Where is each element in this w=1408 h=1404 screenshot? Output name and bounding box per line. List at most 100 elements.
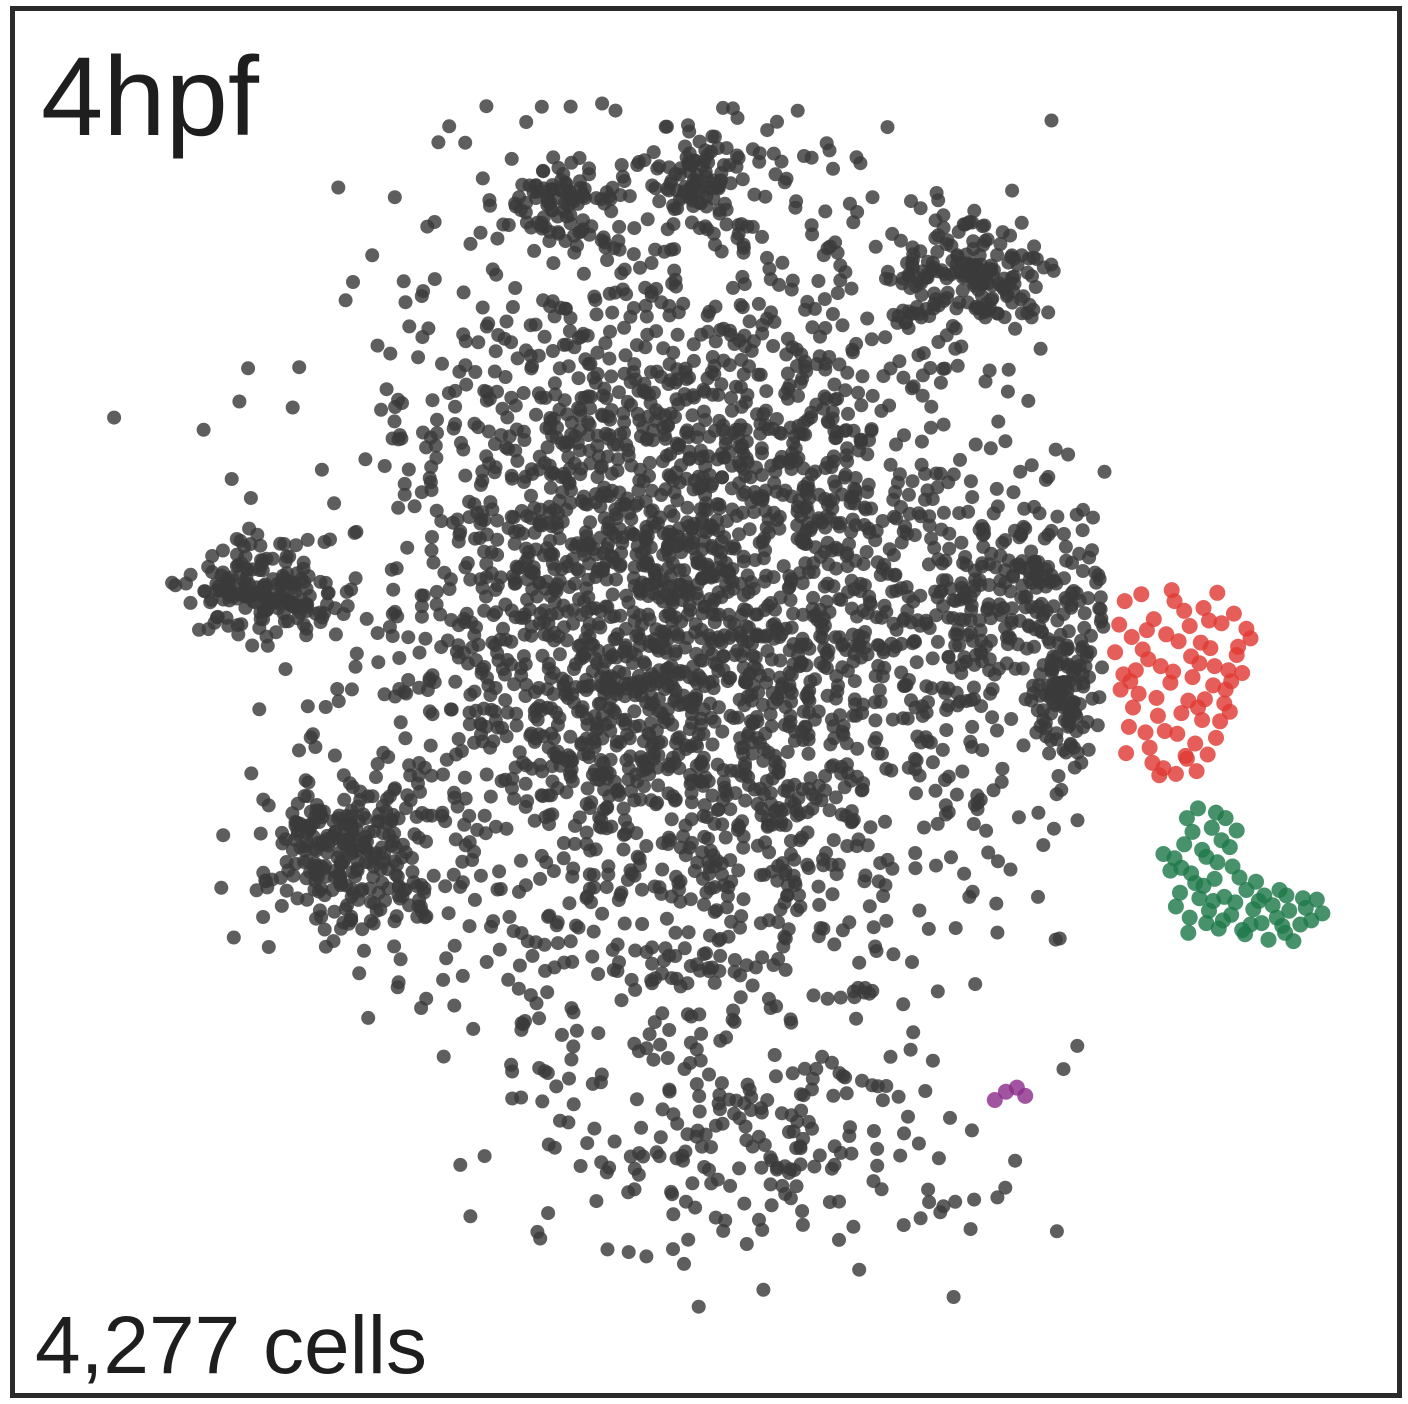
scatter-point-series-0: [699, 169, 713, 184]
scatter-point-series-0: [683, 892, 698, 907]
scatter-point-series-0: [658, 119, 673, 134]
scatter-point-series-0: [584, 601, 599, 616]
scatter-point-series-0: [952, 638, 967, 653]
scatter-point-series-0: [522, 178, 537, 193]
scatter-point-series-0: [587, 1121, 602, 1136]
scatter-point-series-0: [524, 462, 539, 477]
scatter-point-series-2: [1277, 924, 1294, 941]
scatter-point-series-0: [455, 854, 470, 869]
scatter-point-series-0: [333, 857, 348, 872]
scatter-point-series-0: [719, 578, 734, 593]
scatter-point-series-1: [1209, 584, 1226, 601]
scatter-point-series-0: [325, 883, 340, 897]
scatter-point-series-0: [827, 377, 842, 392]
scatter-point-series-0: [790, 903, 805, 918]
scatter-point-series-0: [254, 553, 268, 568]
scatter-point-series-0: [369, 770, 383, 785]
scatter-point-series-0: [704, 365, 719, 379]
scatter-point-series-0: [938, 773, 952, 787]
scatter-point-series-0: [620, 491, 635, 506]
scatter-point-series-0: [876, 369, 891, 384]
scatter-point-series-0: [763, 1150, 778, 1165]
scatter-point-series-0: [509, 718, 524, 733]
scatter-point-series-0: [451, 534, 466, 549]
scatter-point-series-0: [825, 404, 840, 419]
scatter-point-series-0: [719, 1030, 734, 1045]
scatter-point-series-0: [407, 827, 422, 842]
scatter-point-series-0: [929, 858, 943, 873]
scatter-point-series-0: [833, 1145, 848, 1160]
scatter-point-series-0: [492, 864, 507, 879]
scatter-point-series-0: [847, 674, 862, 689]
scatter-point-series-0: [639, 839, 654, 853]
scatter-point-series-0: [609, 631, 623, 646]
scatter-point-series-0: [766, 421, 781, 436]
scatter-point-series-0: [928, 231, 943, 245]
scatter-point-series-0: [1030, 563, 1045, 578]
scatter-point-series-0: [867, 735, 882, 750]
scatter-point-series-0: [990, 925, 1005, 940]
scatter-point-series-0: [983, 686, 998, 701]
scatter-point-series-0: [488, 437, 502, 451]
scatter-point-series-0: [944, 850, 958, 865]
scatter-point-series-0: [645, 976, 659, 991]
scatter-point-series-0: [567, 245, 582, 260]
scatter-point-series-0: [1085, 691, 1100, 706]
scatter-point-series-0: [574, 224, 589, 239]
scatter-point-series-0: [793, 375, 808, 390]
scatter-point-series-0: [240, 561, 254, 576]
scatter-point-series-0: [1077, 606, 1092, 621]
scatter-point-series-0: [782, 569, 797, 584]
scatter-point-series-0: [395, 837, 410, 852]
scatter-point-series-0: [714, 1076, 729, 1091]
scatter-point-series-0: [1027, 639, 1042, 654]
scatter-point-series-0: [589, 547, 604, 562]
scatter-point-series-2: [1176, 836, 1193, 853]
scatter-point-series-1: [1213, 615, 1230, 632]
scatter-point-series-0: [982, 363, 997, 378]
scatter-point-series-0: [702, 1067, 716, 1082]
scatter-point-series-0: [824, 1055, 839, 1070]
scatter-point-series-0: [643, 678, 658, 693]
scatter-point-series-0: [738, 1119, 753, 1134]
scatter-point-series-0: [666, 1207, 681, 1222]
scatter-point-series-0: [983, 633, 998, 648]
scatter-point-series-0: [661, 579, 675, 594]
scatter-point-series-0: [479, 99, 494, 114]
scatter-point-series-0: [813, 629, 828, 644]
scatter-point-series-0: [870, 1141, 885, 1156]
scatter-point-series-0: [648, 242, 663, 257]
scatter-point-series-0: [869, 944, 884, 958]
scatter-point-series-0: [507, 791, 522, 806]
scatter-point-series-0: [425, 530, 439, 544]
scatter-point-series-0: [426, 555, 441, 570]
scatter-point-series-0: [479, 556, 494, 571]
scatter-point-series-0: [990, 723, 1004, 738]
scatter-point-series-0: [642, 1027, 657, 1042]
scatter-point-series-0: [1046, 599, 1061, 614]
scatter-point-series-0: [664, 812, 679, 827]
scatter-point-series-0: [468, 365, 483, 379]
scatter-point-series-0: [888, 567, 903, 582]
scatter-point-series-0: [720, 514, 734, 529]
scatter-point-series-0: [648, 637, 662, 652]
scatter-point-series-2: [1231, 869, 1248, 886]
scatter-point-series-0: [452, 364, 467, 379]
scatter-point-series-0: [705, 674, 720, 689]
scatter-point-series-0: [377, 459, 392, 473]
scatter-point-series-0: [536, 293, 551, 308]
scatter-point-series-0: [699, 525, 714, 540]
scatter-point-series-0: [513, 853, 528, 868]
scatter-point-series-0: [659, 911, 674, 926]
scatter-point-series-0: [995, 761, 1010, 776]
scatter-point-series-0: [607, 1134, 622, 1149]
scatter-point-series-0: [230, 618, 245, 633]
scatter-point-series-0: [760, 123, 775, 138]
scatter-point-series-0: [458, 791, 473, 806]
scatter-point-series-0: [818, 204, 833, 219]
scatter-point-series-0: [924, 681, 939, 696]
scatter-point-series-0: [596, 230, 611, 245]
scatter-point-series-0: [584, 795, 599, 810]
scatter-point-series-0: [967, 583, 982, 598]
scatter-point-series-0: [763, 707, 778, 722]
